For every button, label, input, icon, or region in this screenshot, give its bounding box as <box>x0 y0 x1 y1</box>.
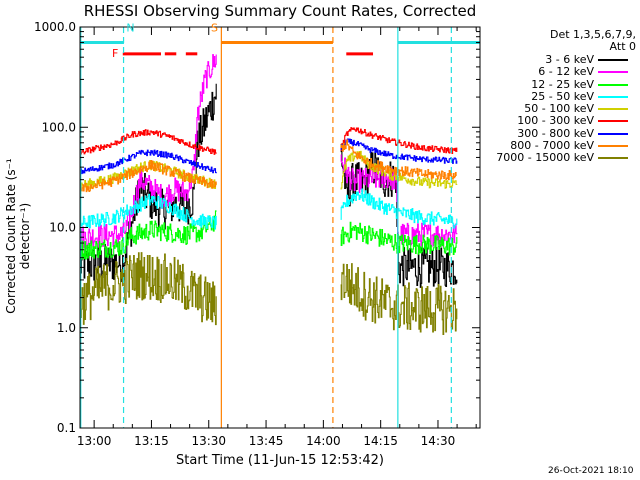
y-axis-label: Corrected Count Rate (s⁻¹ detector⁻¹) <box>4 158 32 314</box>
series-line-segment <box>80 210 217 260</box>
legend-title-line-1: Det 1,3,5,6,7,9, <box>549 28 636 41</box>
legend-item: 3 - 6 keV <box>482 54 632 66</box>
legend-item: 800 - 7000 keV <box>482 140 632 152</box>
legend-swatch <box>598 71 628 74</box>
legend-label: 800 - 7000 keV <box>510 139 594 153</box>
series-100-300-kev <box>80 127 458 155</box>
flag-label-layer: NF S <box>112 22 218 61</box>
series-300-800-kev <box>80 138 458 175</box>
series-line-segment <box>80 160 217 194</box>
legend-item: 25 - 50 keV <box>482 89 632 103</box>
legend-item: 12 - 25 keV <box>482 77 632 91</box>
legend-label: 300 - 800 keV <box>517 126 594 140</box>
series-line-segment <box>80 54 217 250</box>
legend-item: 300 - 800 keV <box>482 126 632 140</box>
legend: 3 - 6 keV 6 - 12 keV 12 - 25 keV 25 - 50 ke… <box>482 54 632 165</box>
legend-swatch <box>598 157 628 160</box>
legend-swatch <box>598 59 628 61</box>
series-line-segment <box>80 149 217 175</box>
y-tick-label: 10.0 <box>49 221 76 235</box>
flag-label-f: F <box>112 47 118 60</box>
series-800-7000-kev <box>80 139 457 194</box>
chart-title: RHESSI Observing Summary Count Rates, Co… <box>83 2 477 20</box>
x-tick-label: 13:00 <box>77 434 112 448</box>
legend-item: 6 - 12 keV <box>482 66 632 78</box>
x-tick-label: 14:15 <box>363 434 398 448</box>
series-line-segment <box>340 127 458 155</box>
legend-item: 7000 - 15000 keV <box>482 152 632 164</box>
legend-title-line-2: Att 0 <box>609 40 636 53</box>
legend-label: 25 - 50 keV <box>531 89 594 103</box>
x-tick-label: 14:30 <box>421 434 456 448</box>
legend-label: 7000 - 15000 keV <box>496 151 594 165</box>
vline-layer <box>80 27 452 428</box>
series-line-segment <box>340 221 458 256</box>
legend-swatch <box>598 108 628 111</box>
x-axis-label: Start Time (11-Jun-15 12:53:42) <box>176 453 384 468</box>
series-line-segment <box>340 154 458 248</box>
legend-swatch <box>598 132 628 135</box>
series-7000-15000-kev <box>80 252 458 335</box>
legend-label: 50 - 100 keV <box>524 102 594 116</box>
series-line-segment <box>340 138 458 164</box>
legend-label: 12 - 25 keV <box>531 77 594 91</box>
flag-label-n: N <box>126 22 134 35</box>
legend-swatch <box>598 95 628 98</box>
y-tick-label: 0.1 <box>57 421 76 435</box>
x-tick-layer: 13:00 13:15 13:30 13:45 14:00 14:15 14:30 <box>77 27 477 448</box>
series-layer <box>80 54 458 335</box>
y-tick-label: 1000.0 <box>34 20 76 34</box>
legend-swatch <box>598 83 628 86</box>
legend-item: 50 - 100 keV <box>482 103 632 115</box>
flag-layer <box>80 41 480 56</box>
legend-label: 3 - 6 keV <box>545 53 594 66</box>
legend-swatch <box>598 120 628 123</box>
legend-item: 100 - 300 keV <box>482 115 632 127</box>
series-line-segment <box>80 193 217 230</box>
series-line-segment <box>80 83 217 283</box>
x-tick-label: 13:30 <box>191 434 226 448</box>
y-tick-layer: 0.1 1.0 10.0 100.0 1000.0 <box>34 20 480 435</box>
y-tick-label: 100.0 <box>42 120 76 134</box>
x-tick-label: 13:45 <box>249 434 284 448</box>
series-line-segment <box>340 139 457 181</box>
series-line-segment <box>340 263 458 335</box>
timestamp: 26-Oct-2021 18:10 <box>548 466 634 476</box>
x-tick-label: 14:00 <box>306 434 341 448</box>
y-tick-label: 1.0 <box>57 321 76 335</box>
legend-swatch <box>598 145 628 148</box>
series-line-segment <box>80 252 217 326</box>
flag-label-s: S <box>211 22 218 35</box>
series-line-segment <box>340 188 458 229</box>
legend-label: 6 - 12 keV <box>538 65 594 79</box>
legend-label: 100 - 300 keV <box>517 114 594 128</box>
series-12-25-kev <box>80 210 458 260</box>
series-6-12-kev <box>80 54 458 250</box>
series-line-segment <box>80 129 217 155</box>
x-tick-label: 13:15 <box>134 434 169 448</box>
